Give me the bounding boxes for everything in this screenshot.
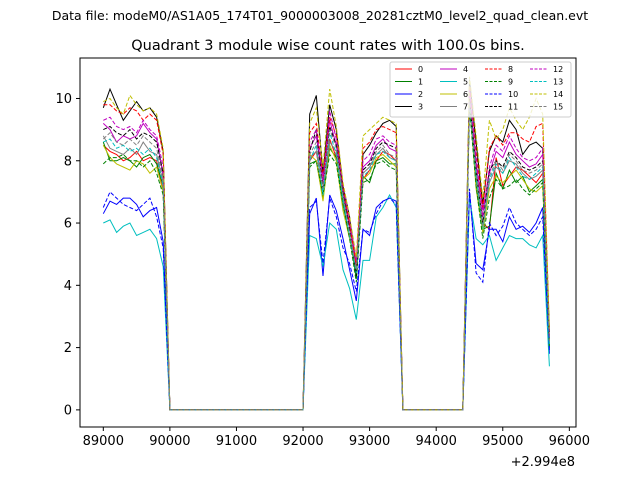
y-tick-label: 6 <box>64 217 72 232</box>
series-line-14 <box>103 76 550 411</box>
x-axis: 89000 90000 91000 92000 93000 94000 95000 96000 <box>83 427 590 449</box>
axes-frame <box>79 57 577 428</box>
legend-box <box>389 61 572 118</box>
x-tick-label: 94000 <box>416 434 457 449</box>
series-line-12 <box>103 89 550 411</box>
x-offset-label: +2.994e8 <box>511 455 575 470</box>
x-tick-label: 91000 <box>216 434 257 449</box>
plot-area <box>102 76 550 411</box>
data-file-suptitle: Data file: modeM0/AS1A05_174T01_90000030… <box>52 8 588 23</box>
legend-label-8: 8 <box>508 65 513 74</box>
y-tick-label: 2 <box>64 341 72 356</box>
x-tick-label: 96000 <box>549 434 590 449</box>
legend-label-10: 10 <box>508 90 518 99</box>
legend-label-7: 7 <box>463 103 468 112</box>
legend-label-3: 3 <box>418 103 423 112</box>
legend-label-13: 13 <box>553 78 563 87</box>
y-axis: 0 2 4 6 8 10 <box>55 92 80 418</box>
x-tick-label: 93000 <box>349 434 390 449</box>
y-tick-label: 8 <box>64 154 72 169</box>
y-tick-label: 10 <box>55 92 72 107</box>
legend-label-5: 5 <box>463 78 468 87</box>
legend-label-14: 14 <box>553 90 563 99</box>
legend-label-15: 15 <box>553 103 563 112</box>
legend-label-12: 12 <box>553 65 563 74</box>
legend-label-0: 0 <box>418 65 423 74</box>
legend-label-11: 11 <box>508 103 518 112</box>
legend-label-9: 9 <box>508 78 513 87</box>
y-tick-label: 4 <box>64 279 72 294</box>
x-tick-label: 92000 <box>282 434 323 449</box>
legend-label-6: 6 <box>463 90 468 99</box>
x-tick-label: 95000 <box>482 434 523 449</box>
y-tick-label: 0 <box>64 403 72 418</box>
legend-label-2: 2 <box>418 90 423 99</box>
chart-title: Quadrant 3 module wise count rates with … <box>131 38 525 54</box>
legend-label-1: 1 <box>418 78 423 87</box>
x-tick-label: 89000 <box>83 434 124 449</box>
x-tick-label: 90000 <box>149 434 190 449</box>
legend-label-4: 4 <box>463 65 468 74</box>
series-line-15 <box>102 101 550 411</box>
